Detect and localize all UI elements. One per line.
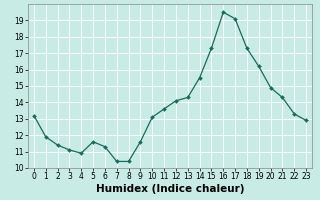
- X-axis label: Humidex (Indice chaleur): Humidex (Indice chaleur): [96, 184, 244, 194]
